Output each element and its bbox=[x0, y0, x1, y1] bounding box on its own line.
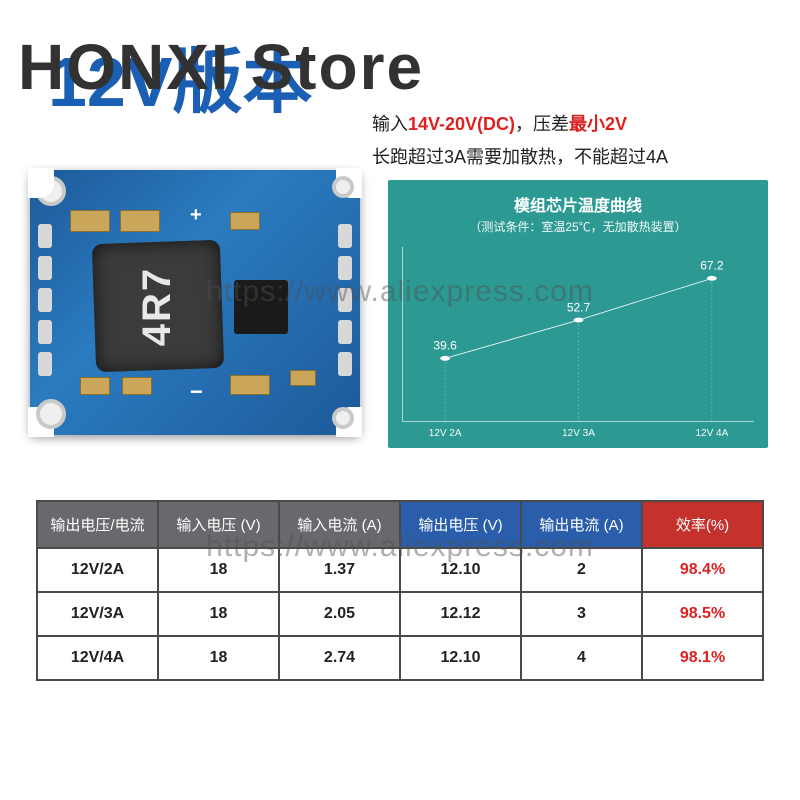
table-cell: 12V/2A bbox=[37, 548, 158, 592]
table-cell: 2.74 bbox=[279, 636, 400, 680]
efficiency-table: 输出电压/电流输入电压 (V)输入电流 (A)输出电压 (V)输出电流 (A)效… bbox=[36, 500, 764, 681]
table-cell: 98.4% bbox=[642, 548, 763, 592]
spec-mid: ，压差 bbox=[515, 114, 569, 134]
pcb-module-image: + − 4R7 bbox=[30, 170, 360, 435]
chart-subtitle: （测试条件：室温25℃，无加散热装置） bbox=[402, 218, 754, 235]
chart-x-label: 12V 2A bbox=[429, 428, 462, 439]
chart-point-label: 67.2 bbox=[700, 259, 723, 273]
chart-x-label: 12V 4A bbox=[695, 428, 728, 439]
table-header-cell: 输出电压 (V) bbox=[400, 501, 521, 548]
table-cell: 3 bbox=[521, 592, 642, 636]
table-cell: 18 bbox=[158, 548, 279, 592]
table-cell: 12V/3A bbox=[37, 592, 158, 636]
table-cell: 12.12 bbox=[400, 592, 521, 636]
polarity-plus-icon: + bbox=[190, 204, 202, 227]
spec-range: 14V-20V(DC) bbox=[408, 114, 515, 134]
ic-chip bbox=[234, 280, 288, 334]
table-cell: 1.37 bbox=[279, 548, 400, 592]
table-cell: 2 bbox=[521, 548, 642, 592]
table-body: 12V/2A181.3712.10298.4%12V/3A182.0512.12… bbox=[37, 548, 763, 680]
inductor-component: 4R7 bbox=[92, 240, 224, 372]
spec-line-1: 输入14V-20V(DC)，压差最小2V bbox=[372, 110, 752, 139]
table-cell: 4 bbox=[521, 636, 642, 680]
table-cell: 18 bbox=[158, 592, 279, 636]
spec-prefix: 输入 bbox=[372, 114, 408, 134]
chart-plot-area: 39.612V 2A52.712V 3A67.212V 4A bbox=[402, 247, 754, 422]
table-row: 12V/3A182.0512.12398.5% bbox=[37, 592, 763, 636]
table-row: 12V/4A182.7412.10498.1% bbox=[37, 636, 763, 680]
table-cell: 12V/4A bbox=[37, 636, 158, 680]
table-cell: 2.05 bbox=[279, 592, 400, 636]
chart-x-label: 12V 3A bbox=[562, 428, 595, 439]
table-cell: 98.1% bbox=[642, 636, 763, 680]
table-header-cell: 输出电流 (A) bbox=[521, 501, 642, 548]
table-header-cell: 输入电流 (A) bbox=[279, 501, 400, 548]
spec-line-2: 长跑超过3A需要加散热，不能超过4A bbox=[372, 143, 752, 172]
table-cell: 12.10 bbox=[400, 548, 521, 592]
table-cell: 18 bbox=[158, 636, 279, 680]
chart-title: 模组芯片温度曲线 bbox=[402, 192, 754, 216]
table-cell: 12.10 bbox=[400, 636, 521, 680]
table-row: 12V/2A181.3712.10298.4% bbox=[37, 548, 763, 592]
polarity-minus-icon: − bbox=[190, 379, 203, 405]
spec-text: 输入14V-20V(DC)，压差最小2V 长跑超过3A需要加散热，不能超过4A bbox=[372, 110, 752, 172]
chart-point-label: 52.7 bbox=[567, 300, 590, 314]
table-cell: 98.5% bbox=[642, 592, 763, 636]
chart-point-label: 39.6 bbox=[433, 339, 456, 353]
spec-suffix: 最小2V bbox=[569, 114, 627, 134]
store-watermark-title: HONXI Store bbox=[18, 30, 424, 104]
inductor-marking: 4R7 bbox=[135, 266, 180, 345]
table-header-cell: 输入电压 (V) bbox=[158, 501, 279, 548]
temperature-chart: 模组芯片温度曲线 （测试条件：室温25℃，无加散热装置） 39.612V 2A5… bbox=[388, 180, 768, 448]
table-header-cell: 输出电压/电流 bbox=[37, 501, 158, 548]
table-header-row: 输出电压/电流输入电压 (V)输入电流 (A)输出电压 (V)输出电流 (A)效… bbox=[37, 501, 763, 548]
table-header-cell: 效率(%) bbox=[642, 501, 763, 548]
